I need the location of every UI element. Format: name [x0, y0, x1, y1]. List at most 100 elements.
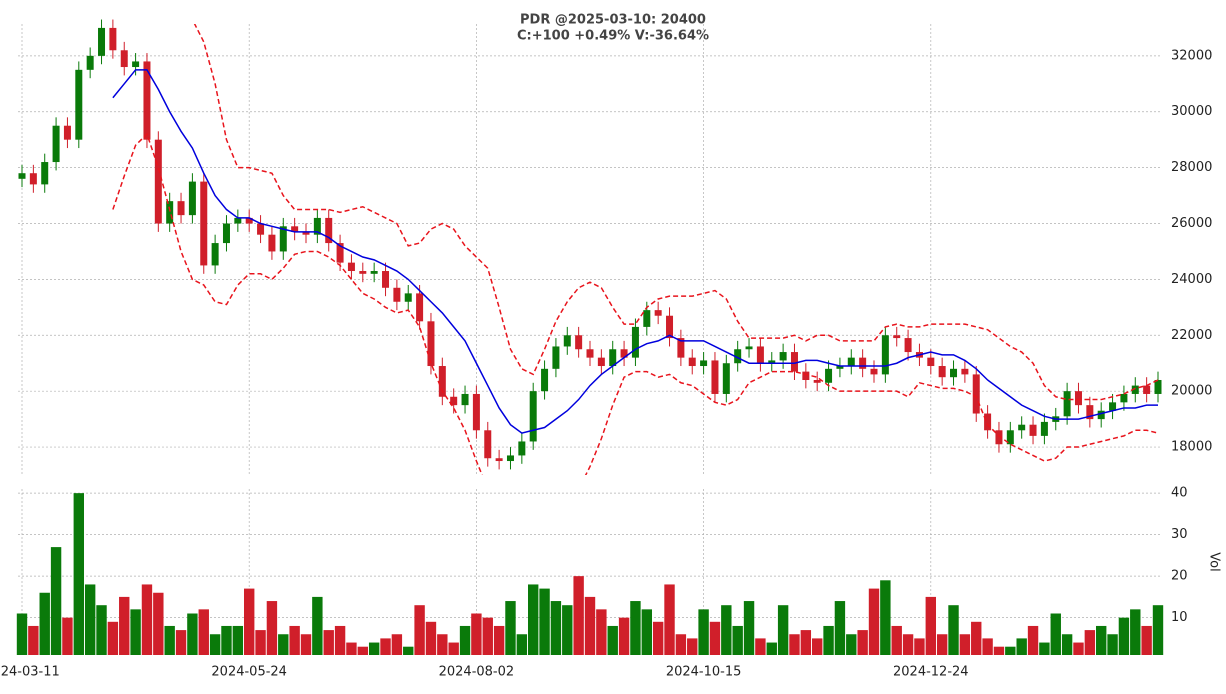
candle-body: [41, 162, 49, 185]
volume-bar: [1141, 625, 1152, 655]
y-tick-label: 24000: [1171, 272, 1212, 287]
volume-bar: [448, 642, 459, 655]
volume-bar: [28, 625, 39, 655]
y-tick-label: 26000: [1171, 216, 1212, 231]
candle-body: [1063, 391, 1071, 417]
volume-bar: [391, 634, 403, 655]
volume-bar: [539, 588, 550, 655]
candle-body: [722, 363, 730, 394]
volume-bar: [914, 638, 925, 655]
volume-bar: [1005, 646, 1016, 655]
volume-bar: [573, 576, 584, 655]
band-line: [112, 132, 1159, 475]
volume-bar: [902, 634, 914, 655]
candle-body: [382, 271, 390, 288]
volume-bar: [743, 601, 755, 655]
candle-body: [393, 287, 401, 302]
x-tick-label: 2024-12-24: [893, 665, 969, 680]
volume-bar: [584, 596, 596, 655]
volume-bar: [959, 634, 971, 655]
candle-body: [1086, 405, 1094, 420]
y-tick-label: 18000: [1171, 440, 1212, 455]
candle-body: [518, 441, 526, 456]
volume-bar: [823, 625, 834, 655]
volume-bar: [607, 625, 618, 655]
candle-body: [1154, 379, 1162, 394]
volume-bar: [516, 634, 528, 655]
volume-bar: [244, 588, 255, 655]
candle-body: [143, 61, 151, 140]
candle-body: [222, 223, 230, 244]
candle-body: [563, 335, 571, 347]
y-tick-label: 20000: [1171, 384, 1212, 399]
candle-body: [336, 243, 344, 263]
volume-bar: [39, 592, 50, 655]
candle-body: [416, 293, 424, 322]
candle-body: [984, 413, 992, 431]
candle-body: [881, 335, 889, 375]
volume-bar: [1152, 605, 1164, 655]
volume-bar: [141, 584, 153, 655]
candle-body: [1029, 424, 1037, 436]
volume-bar: [755, 638, 766, 655]
volume-bar: [346, 642, 357, 655]
candle-body: [291, 226, 299, 232]
candle-body: [1040, 421, 1048, 436]
candle-body: [972, 374, 980, 414]
y-tick-label: 40: [1171, 486, 1188, 501]
candle-body: [643, 310, 651, 327]
candle-body: [245, 217, 253, 224]
volume-bar: [482, 617, 493, 655]
volume-bar: [652, 621, 664, 655]
candle-body: [268, 234, 276, 252]
candle-body: [461, 393, 469, 406]
candle-body: [234, 217, 242, 224]
volume-bar: [1107, 634, 1118, 655]
volume-bar: [664, 584, 675, 655]
volume-bar: [289, 625, 300, 655]
candle-body: [745, 346, 753, 350]
candle-body: [597, 357, 605, 367]
candle-body: [950, 368, 958, 378]
volume-bar: [618, 617, 630, 655]
candle-body: [677, 338, 685, 358]
candle-body: [768, 360, 776, 364]
candle-body: [1109, 402, 1117, 411]
volume-bar: [380, 638, 391, 655]
volume-bar: [312, 596, 323, 655]
candle-body: [825, 368, 833, 383]
volume-bar: [334, 625, 346, 655]
candle-body: [631, 326, 639, 358]
volume-bar: [153, 592, 164, 655]
candle-body: [711, 360, 719, 394]
volume-bar: [323, 630, 334, 655]
candle-body: [18, 173, 26, 179]
candle-body: [63, 125, 71, 140]
candle-body: [620, 349, 628, 358]
candle-body: [609, 349, 617, 367]
candle-body: [961, 368, 969, 375]
volume-bar: [425, 621, 437, 655]
volume-bar: [493, 625, 505, 655]
volume-bar: [187, 613, 198, 655]
volume-bar: [789, 634, 800, 655]
candle-body: [1143, 385, 1151, 394]
candle-body: [893, 335, 901, 339]
volume-bar: [96, 605, 107, 655]
candle-body: [484, 430, 492, 459]
volume-bar: [698, 609, 709, 655]
volume-bar: [50, 547, 62, 655]
candle-body: [666, 315, 674, 339]
candle-body: [75, 69, 83, 140]
volume-bar: [630, 601, 641, 655]
y-tick-label: 30: [1171, 527, 1188, 542]
volume-bar: [766, 642, 777, 655]
candle-body: [813, 379, 821, 383]
volume-bar: [300, 634, 312, 655]
volume-bar: [732, 625, 743, 655]
volume-bar: [209, 634, 221, 655]
candle-body: [370, 271, 378, 274]
volume-bar: [550, 601, 562, 655]
band-line: [112, 69, 1158, 434]
